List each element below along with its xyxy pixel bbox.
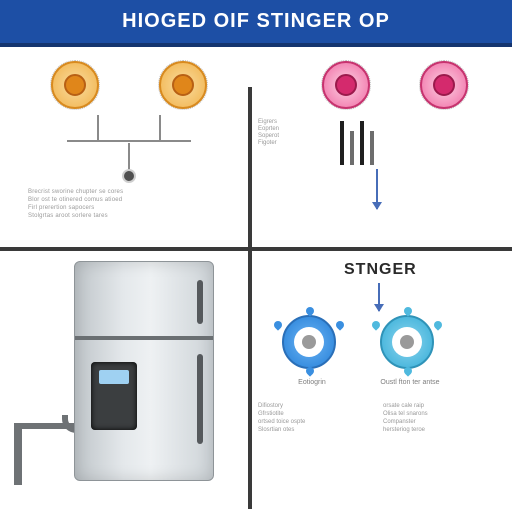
tr-side-labels: Eigrers Eoprten Soperot Figoter — [258, 119, 328, 146]
tr-sl-0: Eigrers — [258, 119, 328, 125]
tl-label-1: Blor ost te otinered comus atioed — [28, 197, 238, 203]
br-g-2: Gfrstiotite — [258, 411, 373, 417]
node-orange-b — [159, 61, 207, 109]
br-g-0: Difiostory — [258, 403, 373, 409]
tl-label-2: Firl prerertion sapocers — [28, 205, 238, 211]
divider-vertical — [248, 87, 252, 509]
tl-label-list: Brecrist sworine chupter se cores Blor o… — [28, 189, 238, 219]
gear-blue-icon — [282, 315, 336, 369]
tl-label-3: Stolgrtas aroot sorlere tares — [28, 213, 238, 219]
node-orange-a — [51, 61, 99, 109]
quadrant-bottom-right: STNGER Eotiogrin Oustl fton t — [258, 253, 502, 505]
gear-a-label: Eotiogrin — [282, 379, 342, 386]
connector-down-icon — [128, 143, 130, 171]
node-pink-b — [420, 61, 468, 109]
bar-group-icon — [340, 121, 374, 165]
quadrant-bottom-left — [14, 253, 246, 507]
tr-sl-3: Figoter — [258, 140, 328, 146]
page-header: HIOGED OIF STINGER OP — [0, 0, 512, 47]
tl-label-0: Brecrist sworine chupter se cores — [28, 189, 238, 195]
quadrant-top-left: Brecrist sworine chupter se cores Blor o… — [10, 61, 248, 109]
tr-sl-1: Eoprten — [258, 126, 328, 132]
br-g-5: Companster — [383, 419, 498, 425]
dispenser-icon — [91, 362, 137, 430]
section-title: STNGER — [344, 261, 417, 279]
gear-cyan-icon — [380, 315, 434, 369]
header-title: HIOGED OIF STINGER OP — [122, 10, 390, 32]
br-g-6: Slosrtian otes — [258, 427, 373, 433]
divider-horizontal — [0, 247, 512, 251]
refrigerator-icon — [74, 261, 214, 481]
quad-panel: Brecrist sworine chupter se cores Blor o… — [0, 47, 512, 509]
quadrant-top-right: Eigrers Eoprten Soperot Figoter — [258, 61, 502, 109]
arrow-down-2-icon — [378, 283, 380, 311]
br-g-3: Olisa tel snarons — [383, 411, 498, 417]
gear-b-label: Oustl fton ter antse — [380, 379, 440, 386]
br-label-grid: Difiostory orsate cale raip Gfrstiotite … — [258, 403, 498, 433]
node-pink-a — [322, 61, 370, 109]
br-g-4: ortsed toice ospte — [258, 419, 373, 425]
tr-sl-2: Soperot — [258, 133, 328, 139]
br-g-1: orsate cale raip — [383, 403, 498, 409]
pipe-vertical-icon — [14, 429, 22, 485]
br-g-7: hersteriog teroe — [383, 427, 498, 433]
handle-top-icon — [197, 280, 203, 324]
handle-bottom-icon — [197, 354, 203, 444]
junction-dot-icon — [124, 171, 134, 181]
arrow-down-icon — [376, 169, 378, 209]
